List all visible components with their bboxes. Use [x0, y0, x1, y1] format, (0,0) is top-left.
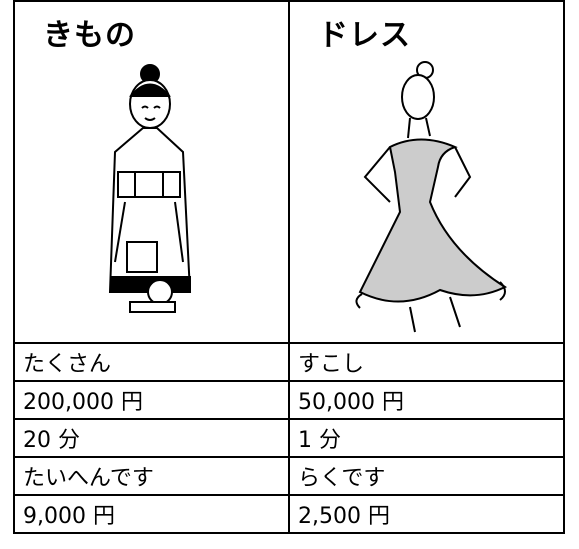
cell: 200,000 円	[13, 380, 290, 420]
cell: 2,500 円	[288, 494, 565, 534]
cell: たくさん	[13, 342, 290, 382]
header-row: きもの ドレス	[13, 0, 565, 344]
comparison-table: きもの ドレス	[13, 0, 565, 534]
cell: 50,000 円	[288, 380, 565, 420]
row: 9,000 円 2,500 円	[13, 494, 565, 534]
cell: たいへんです	[13, 456, 290, 496]
kimono-illustration	[108, 64, 192, 313]
cell: らくです	[288, 456, 565, 496]
cell: すこし	[288, 342, 565, 382]
cell: 1 分	[288, 418, 565, 458]
column-title: きもの	[43, 18, 136, 53]
cell: 20 分	[13, 418, 290, 458]
column-title: ドレス	[318, 18, 411, 53]
row: 200,000 円 50,000 円	[13, 380, 565, 420]
row: 20 分 1 分	[13, 418, 565, 458]
header-cell: ドレス	[288, 0, 565, 344]
header-cell: きもの	[13, 0, 290, 344]
row: たいへんです らくです	[13, 456, 565, 496]
row: たくさん すこし	[13, 342, 565, 382]
cell: 9,000 円	[13, 494, 290, 534]
dress-illustration	[355, 61, 508, 333]
